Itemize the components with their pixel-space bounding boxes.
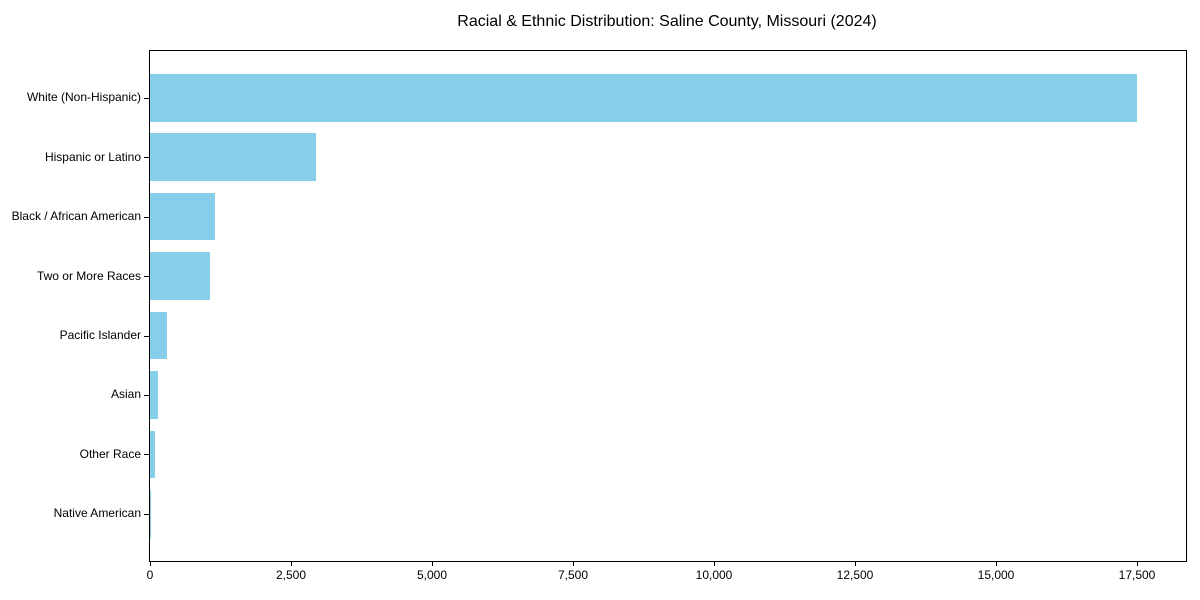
x-tick-label-2-500: 2,500 <box>275 568 307 582</box>
x-axis-tick <box>150 562 151 566</box>
x-axis-tick <box>714 562 715 566</box>
y-tick-label-white-non-hispanic: White (Non-Hispanic) <box>26 90 141 104</box>
y-tick-label-pacific-islander: Pacific Islander <box>59 328 141 342</box>
x-axis-tick <box>855 562 856 566</box>
y-tick-label-asian: Asian <box>110 387 141 401</box>
y-axis-tick <box>144 395 149 396</box>
y-tick-label-native-american: Native American <box>53 506 141 520</box>
x-axis-tick <box>573 562 574 566</box>
x-tick-label-12-500: 12,500 <box>836 568 874 582</box>
chart-title: Racial & Ethnic Distribution: Saline Cou… <box>457 13 877 30</box>
y-axis-tick <box>144 217 149 218</box>
y-tick-label-two-or-more-races: Two or More Races <box>36 269 141 283</box>
y-axis-tick <box>144 276 149 277</box>
bar-white-non-hispanic <box>150 74 1137 122</box>
x-tick-label-5-000: 5,000 <box>416 568 448 582</box>
bar-native-american <box>150 490 151 538</box>
x-axis-tick <box>291 562 292 566</box>
bar-hispanic-or-latino <box>150 133 316 181</box>
bar-black-african-american <box>150 192 215 241</box>
y-axis-tick <box>144 157 149 158</box>
x-axis-tick <box>996 562 997 566</box>
x-tick-label-17-500: 17,500 <box>1118 568 1156 582</box>
y-tick-label-black-african-american: Black / African American <box>11 209 141 223</box>
x-axis-tick <box>1137 562 1138 566</box>
x-tick-label-10-000: 10,000 <box>695 568 733 582</box>
bar-pacific-islander <box>150 311 167 360</box>
x-axis-tick <box>432 562 433 566</box>
x-tick-label-7-500: 7,500 <box>557 568 589 582</box>
plot-area <box>149 50 1187 562</box>
y-axis-tick <box>144 336 149 337</box>
x-tick-label-0: 0 <box>146 568 154 582</box>
y-axis-tick <box>144 454 149 455</box>
y-tick-label-hispanic-or-latino: Hispanic or Latino <box>44 150 141 164</box>
y-axis-tick <box>144 514 149 515</box>
bar-other-race <box>150 430 155 479</box>
y-axis-tick <box>144 98 149 99</box>
bar-two-or-more-races <box>150 252 210 300</box>
bar-asian <box>150 371 158 419</box>
y-tick-label-other-race: Other Race <box>79 447 141 461</box>
x-tick-label-15-000: 15,000 <box>977 568 1015 582</box>
